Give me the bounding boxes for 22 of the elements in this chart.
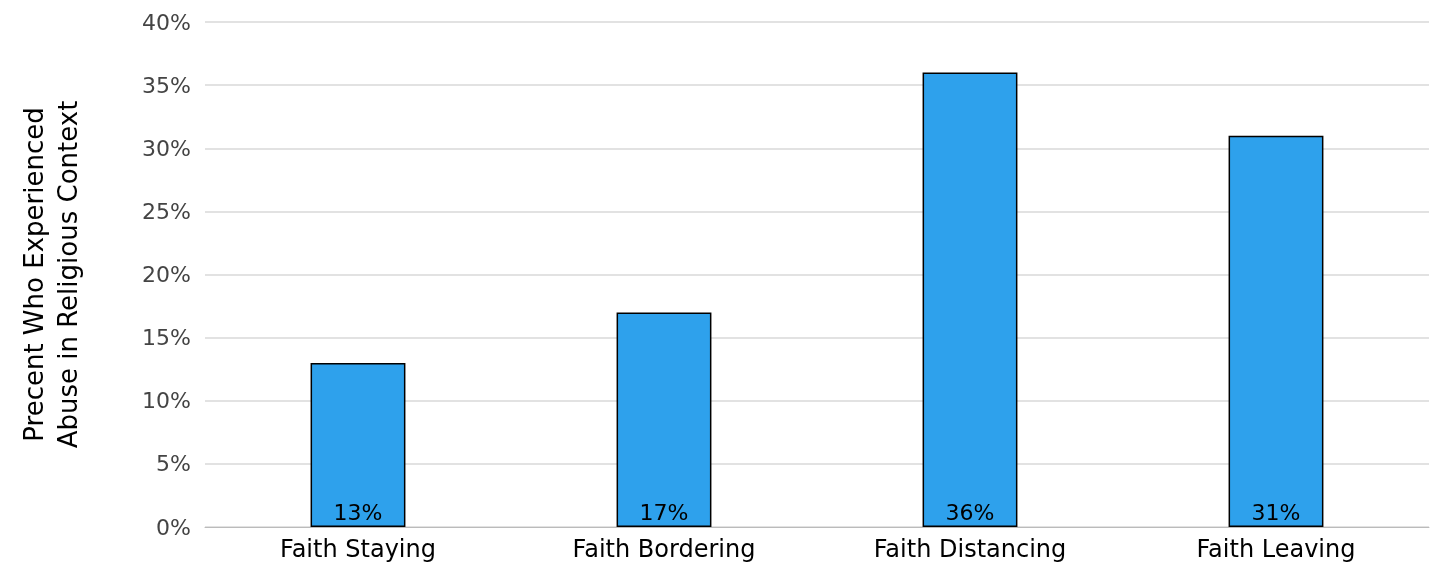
y-tick-label: 0% — [156, 514, 191, 540]
data-label: 31% — [1251, 499, 1301, 525]
y-tick-label: 5% — [156, 451, 191, 477]
bar — [1228, 135, 1324, 527]
y-tick-label: 35% — [142, 72, 191, 98]
data-label: 17% — [639, 499, 689, 525]
y-tick-label: 10% — [142, 388, 191, 414]
y-tick-label: 40% — [142, 9, 191, 35]
bar — [310, 362, 406, 527]
y-tick-label: 30% — [142, 135, 191, 161]
y-tick-label: 25% — [142, 198, 191, 224]
x-tick-label: Faith Distancing — [873, 535, 1067, 563]
bar — [922, 72, 1018, 527]
x-tick-label: Faith Leaving — [1196, 535, 1356, 563]
x-tick-label: Faith Bordering — [572, 535, 756, 563]
y-axis-title: Precent Who Experienced Abuse in Religious Context — [19, 100, 83, 449]
x-tick-label: Faith Staying — [280, 535, 436, 563]
y-tick-label: 15% — [142, 325, 191, 351]
data-label: 36% — [945, 499, 995, 525]
data-label: 13% — [333, 499, 383, 525]
y-tick-label: 20% — [142, 262, 191, 287]
bar — [616, 312, 712, 527]
